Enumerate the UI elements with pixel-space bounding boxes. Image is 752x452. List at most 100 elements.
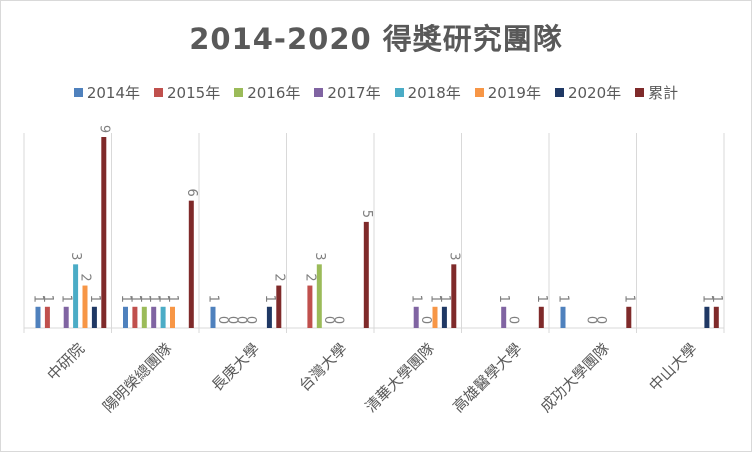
bar — [188, 200, 194, 328]
data-label: 0 — [224, 316, 239, 324]
bar — [123, 306, 128, 328]
data-label: 0 — [593, 316, 608, 324]
bar — [560, 306, 566, 328]
legend-swatch — [635, 88, 645, 97]
data-label: 1 — [556, 295, 571, 303]
legend-label: 2018年 — [407, 84, 461, 102]
data-label: 0 — [584, 316, 599, 324]
bar — [413, 306, 419, 328]
legend-swatch — [234, 88, 244, 97]
bar — [101, 137, 107, 328]
legend-label: 2014年 — [86, 84, 141, 102]
bar — [276, 285, 282, 328]
data-label: 2 — [302, 273, 317, 281]
legend-swatch — [394, 88, 404, 97]
bar — [704, 306, 710, 328]
data-label: 0 — [321, 316, 336, 324]
data-label: 1 — [156, 295, 171, 303]
data-label: 1 — [409, 295, 424, 303]
data-label: 1 — [146, 295, 161, 303]
data-label: 9 — [96, 125, 111, 133]
bar — [316, 264, 322, 328]
data-label: 1 — [709, 295, 724, 303]
bar — [73, 264, 79, 328]
data-label: 1 — [699, 295, 714, 303]
data-label: 2 — [271, 273, 286, 281]
category-label: 長庚大學 — [208, 340, 263, 395]
bar — [44, 306, 50, 328]
legend-entry: 2016年 — [234, 82, 300, 103]
bar — [363, 221, 369, 328]
data-label: 2 — [78, 273, 93, 281]
data-label: 0 — [331, 316, 346, 324]
bar — [501, 306, 507, 328]
data-label: 0 — [215, 316, 230, 324]
data-label: 3 — [68, 252, 83, 260]
legend-swatch — [154, 88, 164, 97]
bar — [307, 285, 313, 328]
data-label: 1 — [206, 295, 221, 303]
category-label: 中研院 — [44, 340, 89, 385]
bar — [538, 306, 544, 328]
bar — [713, 306, 719, 328]
bar — [132, 306, 138, 328]
bar — [82, 285, 88, 328]
legend-entry: 累計 — [635, 82, 678, 103]
bar — [432, 306, 438, 328]
data-label: 3 — [312, 252, 327, 260]
data-label: 5 — [359, 210, 374, 218]
data-label: 1 — [165, 295, 180, 303]
legend: 2014年 2015年 2016年 2017年 2018年 2019年 2020年 累計 — [0, 82, 752, 103]
legend-entry: 2014年 — [73, 82, 141, 103]
bar — [141, 306, 147, 328]
bar — [91, 306, 97, 328]
bar — [451, 264, 457, 328]
bar — [151, 306, 157, 328]
legend-swatch — [554, 88, 564, 97]
bar — [441, 306, 447, 328]
bar — [210, 306, 216, 328]
legend-entry: 2020年 — [554, 82, 622, 103]
data-label: 1 — [262, 295, 277, 303]
data-label: 1 — [437, 295, 452, 303]
data-label: 3 — [446, 252, 461, 260]
legend-label: 2016年 — [247, 84, 301, 102]
legend-swatch — [474, 88, 484, 97]
data-label: 0 — [234, 316, 249, 324]
bar — [266, 306, 272, 328]
bar — [626, 306, 632, 328]
category-label: 清華大學團隊 — [362, 340, 438, 416]
data-label: 0 — [418, 316, 433, 324]
category-label: 中山大學 — [645, 340, 700, 395]
data-label: 0 — [506, 316, 521, 324]
data-label: 1 — [40, 295, 55, 303]
legend-swatch — [73, 88, 83, 97]
data-label: 1 — [137, 295, 152, 303]
data-label: 1 — [496, 295, 511, 303]
category-label: 成功大學團隊 — [537, 340, 613, 416]
data-label: 1 — [118, 295, 133, 303]
data-label: 1 — [59, 295, 74, 303]
bar — [35, 306, 41, 328]
data-label: 1 — [534, 295, 549, 303]
legend-label: 累計 — [648, 84, 679, 102]
data-label: 1 — [87, 295, 102, 303]
data-label: 1 — [31, 295, 46, 303]
legend-entry: 2019年 — [474, 82, 541, 103]
bar — [170, 306, 175, 328]
legend-entry: 2015年 — [154, 82, 220, 103]
legend-label: 2019年 — [487, 84, 541, 102]
legend-swatch — [314, 88, 324, 97]
category-label: 陽明榮總團隊 — [99, 340, 175, 416]
category-label: 高雄醫學大學 — [449, 340, 525, 416]
legend-label: 2015年 — [167, 84, 221, 102]
legend-label: 2020年 — [567, 84, 622, 102]
legend-entry: 2017年 — [314, 82, 381, 103]
legend-entry: 2018年 — [394, 82, 461, 103]
chart-title: 2014-2020 得獎研究團隊 — [189, 22, 563, 56]
data-label: 0 — [243, 316, 258, 324]
category-label: 台灣大學 — [295, 340, 350, 395]
bar — [160, 306, 166, 328]
